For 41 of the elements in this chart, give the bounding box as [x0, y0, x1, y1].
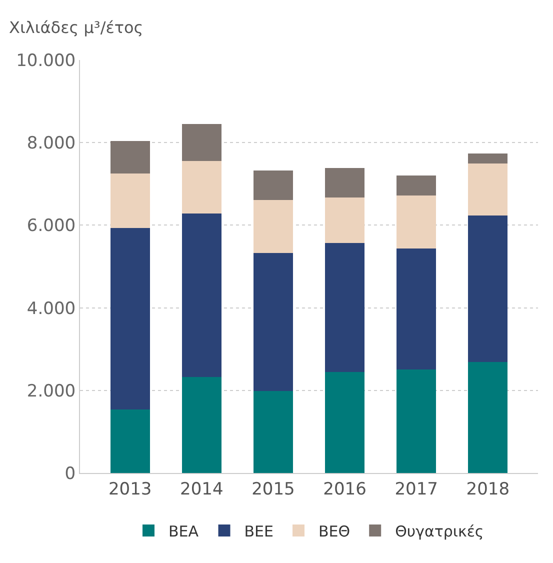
y-tick-label: 2.000 [26, 381, 76, 402]
y-tick-label: 8.000 [26, 134, 76, 154]
bar [325, 372, 364, 473]
bar [468, 153, 508, 164]
bar [182, 377, 222, 473]
bar [468, 163, 508, 216]
bar [110, 228, 150, 410]
y-tick-label: 10.000 [16, 50, 76, 71]
bar [325, 242, 364, 372]
legend-label: ΒΕΕ [244, 522, 274, 540]
legend-label: Θυγατρικές [395, 522, 484, 540]
legend-label: ΒΕΘ [318, 522, 350, 540]
bar [254, 170, 293, 200]
bar [468, 216, 508, 362]
bar [182, 124, 222, 161]
x-tick-label: 2018 [466, 479, 510, 500]
bar [325, 168, 364, 198]
x-tick-label: 2015 [252, 479, 295, 500]
bar [110, 174, 150, 228]
legend-label: ΒΕΑ [168, 522, 200, 540]
bar [254, 391, 293, 473]
bar [254, 200, 293, 253]
x-tick-label: 2017 [394, 479, 438, 500]
bar [110, 140, 150, 174]
y-tick-label: 0 [64, 464, 76, 484]
bar [182, 214, 222, 378]
x-tick-label: 2014 [180, 479, 224, 500]
y-tick-label: 4.000 [26, 298, 76, 319]
bar [396, 369, 436, 473]
bar [396, 248, 436, 370]
bar [182, 160, 222, 214]
bar [254, 252, 293, 392]
bar [396, 195, 436, 248]
x-tick-label: 2013 [108, 479, 152, 500]
bar [110, 409, 150, 473]
bar [325, 198, 364, 243]
bar [396, 176, 436, 196]
y-tick-label: 6.000 [26, 216, 76, 236]
x-tick-label: 2016 [323, 479, 366, 500]
bar [468, 362, 508, 473]
y-axis-title: Χιλιάδες μ³/έτος [9, 18, 144, 37]
